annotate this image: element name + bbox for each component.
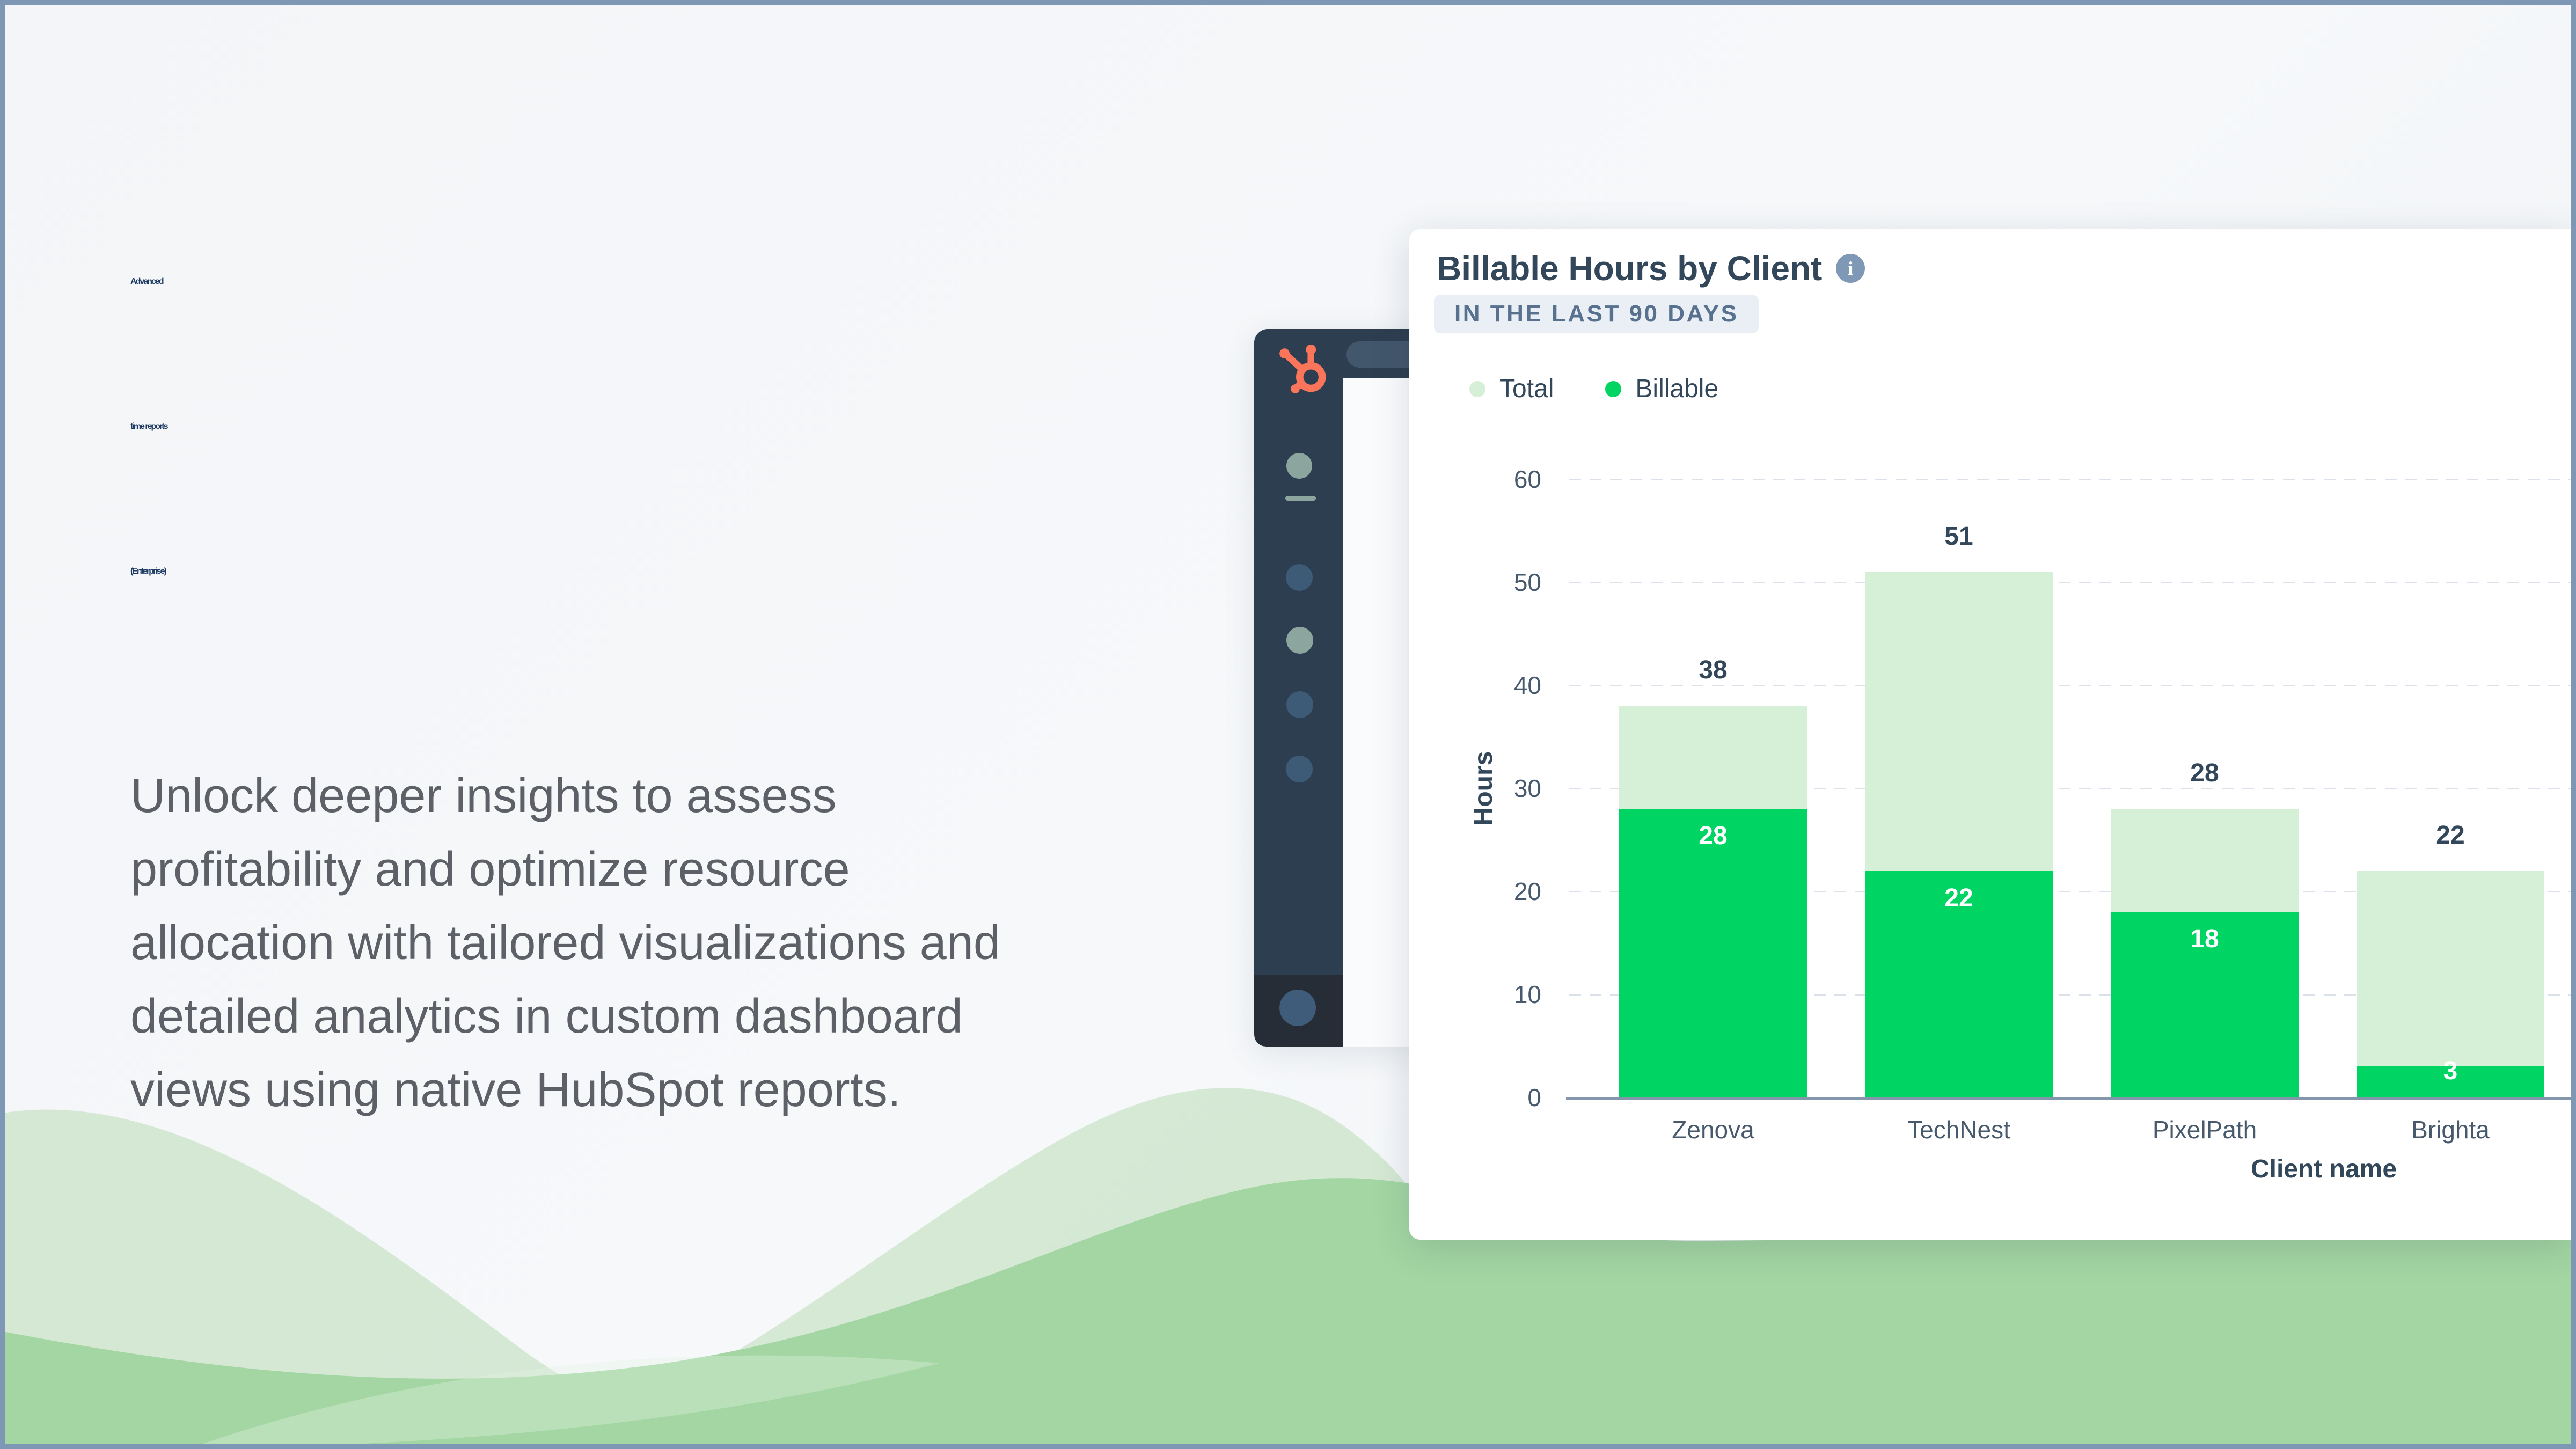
- nav-item-icon-1[interactable]: [1286, 564, 1313, 591]
- page-title-line1: Advanced: [130, 277, 164, 286]
- billable-value-label: 18: [2190, 925, 2219, 954]
- description-line5: views using native HubSpot reports.: [130, 1063, 901, 1117]
- gridline-10: [1569, 994, 2572, 996]
- gridline-30: [1569, 788, 2572, 789]
- total-value-label: 51: [1944, 522, 1973, 551]
- hubspot-logo-icon: [1279, 345, 1326, 393]
- description-line4: detailed analytics in custom dashboard: [130, 990, 963, 1043]
- gridline-40: [1569, 685, 2572, 686]
- bar-billable-zenova[interactable]: [1619, 809, 1807, 1097]
- nav-item-icon-3[interactable]: [1286, 691, 1313, 718]
- hero-section: Advanced time reports (Enterprise) Unloc…: [130, 209, 1000, 1127]
- x-axis-title: Client name: [2250, 1155, 2397, 1183]
- y-tick-30: 30: [1513, 774, 1541, 802]
- nav-item-active-icon[interactable]: [1286, 453, 1312, 479]
- gridline-50: [1569, 582, 2572, 583]
- y-axis-title: Hours: [1469, 751, 1498, 826]
- x-axis-line: [1566, 1097, 2572, 1100]
- bar-billable-technest[interactable]: [1865, 870, 2053, 1097]
- legend-label: Billable: [1635, 375, 1719, 403]
- legend-dot-billable: [1605, 380, 1622, 397]
- y-tick-0: 0: [1527, 1084, 1541, 1111]
- page-title-line3: (Enterprise): [130, 567, 167, 576]
- report-title: Billable Hours by Client: [1437, 249, 1823, 288]
- bar-total-brighta[interactable]: [2357, 870, 2544, 1097]
- total-value-label: 28: [2190, 759, 2219, 788]
- bar-billable-brighta[interactable]: [2357, 1066, 2544, 1097]
- legend-label: Total: [1499, 375, 1554, 403]
- description-line2: profitability and optimize resource: [130, 843, 850, 896]
- y-tick-60: 60: [1513, 465, 1541, 493]
- date-range-badge: IN THE LAST 90 DAYS: [1434, 295, 1759, 333]
- chart-area: 0 10 20 30 40 50 60 Hours Client name 38 28 Zenova 5…: [1409, 229, 2572, 1240]
- bar-billable-pixelpath[interactable]: [2111, 912, 2299, 1097]
- legend-dot-total: [1469, 380, 1485, 397]
- report-card: Billable Hours by Client i IN THE LAST 9…: [1409, 229, 2572, 1240]
- y-tick-10: 10: [1513, 980, 1541, 1008]
- gridline-60: [1569, 479, 2572, 480]
- gridline-20: [1569, 891, 2572, 892]
- category-label-technest: TechNest: [1907, 1116, 2010, 1144]
- billable-value-label: 3: [2443, 1057, 2458, 1086]
- description-line1: Unlock deeper insights to assess: [130, 769, 837, 823]
- total-value-label: 22: [2436, 821, 2465, 850]
- description-line3: allocation with tailored visualizations …: [130, 916, 1000, 970]
- info-icon[interactable]: i: [1836, 254, 1865, 283]
- hill-light-overlay: [188, 1355, 939, 1449]
- y-tick-20: 20: [1513, 877, 1541, 905]
- y-tick-40: 40: [1513, 671, 1541, 699]
- y-tick-50: 50: [1513, 568, 1541, 596]
- category-label-brighta: Brighta: [2411, 1116, 2490, 1144]
- legend-item-total[interactable]: Total: [1469, 374, 1554, 404]
- page-title: Advanced time reports (Enterprise): [130, 209, 1000, 644]
- legend-item-billable[interactable]: Billable: [1605, 374, 1718, 404]
- nav-item-icon-2[interactable]: [1286, 627, 1313, 654]
- chart-legend: Total Billable: [1469, 374, 1718, 404]
- billable-value-label: 22: [1944, 883, 1973, 912]
- page-title-line2: time reports: [130, 422, 168, 431]
- nav-active-underline: [1285, 496, 1316, 501]
- category-label-zenova: Zenova: [1672, 1116, 1754, 1144]
- category-label-pixelpath: PixelPath: [2152, 1116, 2257, 1144]
- page-description: Unlock deeper insights to assess profita…: [130, 759, 1000, 1127]
- user-avatar[interactable]: [1279, 990, 1316, 1026]
- hill-solid: [0, 1178, 2576, 1449]
- billable-value-label: 28: [1699, 822, 1728, 851]
- app-mockup-window: [1254, 329, 1458, 1046]
- total-value-label: 38: [1699, 656, 1728, 685]
- nav-item-icon-4[interactable]: [1286, 756, 1313, 782]
